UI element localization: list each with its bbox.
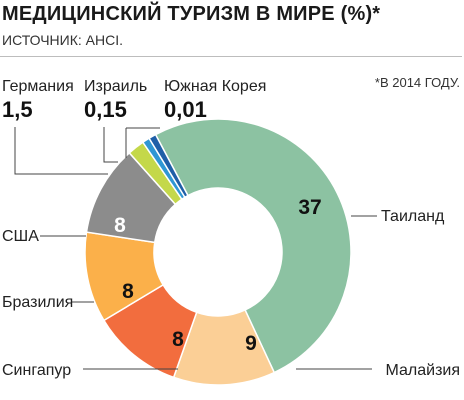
pie-value-5: 1,5 bbox=[2, 97, 33, 122]
chart-title: МЕДИЦИНСКИЙ ТУРИЗМ В МИРЕ (%)* bbox=[2, 3, 381, 25]
pie-value-0: 37 bbox=[298, 196, 321, 219]
pie-label-7: Южная Корея bbox=[164, 78, 266, 95]
pie-label-0: Таиланд bbox=[381, 208, 445, 225]
pie-label-6: Израиль bbox=[84, 78, 147, 95]
footnote: *В 2014 ГОДУ. bbox=[374, 75, 460, 90]
pie-slice-0 bbox=[154, 118, 352, 374]
pie-slice-7 bbox=[148, 133, 189, 199]
leader-line-5 bbox=[14, 127, 108, 175]
header-divider bbox=[0, 56, 462, 57]
pie-label-3: Бразилия bbox=[2, 294, 73, 311]
pie-value-2: 8 bbox=[172, 328, 184, 351]
pie-label-4: США bbox=[2, 228, 39, 245]
pie-label-1: Малайзия bbox=[385, 362, 460, 379]
pie-value-6: 0,15 bbox=[84, 97, 127, 122]
pie-value-4: 8 bbox=[114, 214, 126, 237]
pie-value-7: 0,01 bbox=[164, 97, 207, 122]
pie-value-1: 9 bbox=[245, 332, 257, 355]
pie-value-3: 8 bbox=[122, 280, 134, 303]
pie-label-5: Германия bbox=[2, 78, 74, 95]
pie-label-2: Сингапур bbox=[2, 362, 71, 379]
leader-line-6 bbox=[103, 127, 118, 163]
source-note: ИСТОЧНИК: AHCI. bbox=[2, 32, 123, 48]
